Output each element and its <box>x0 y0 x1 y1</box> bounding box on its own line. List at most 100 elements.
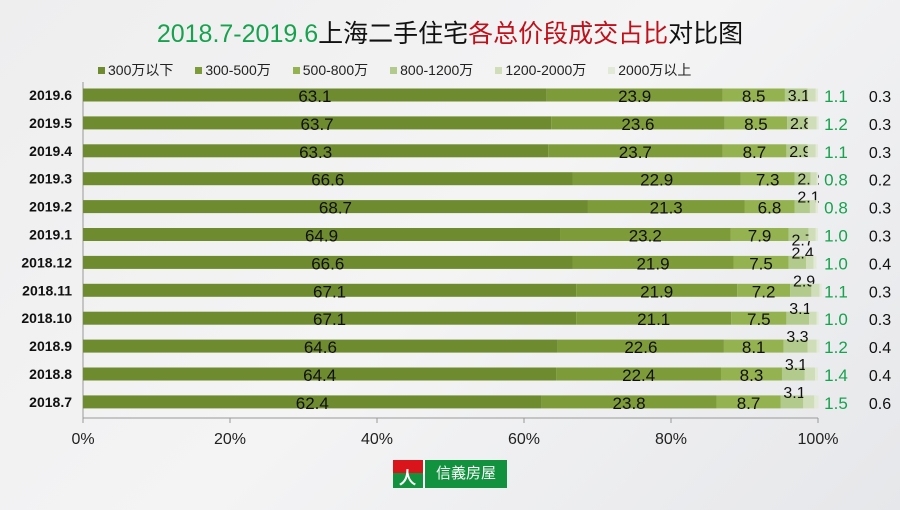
bar-segment <box>788 228 809 241</box>
data-label: 8.5 <box>742 87 766 106</box>
data-label: 8.3 <box>740 366 764 385</box>
bar-segment <box>557 339 724 353</box>
data-label: 63.1 <box>298 87 331 106</box>
logo-mark-text: 人 <box>399 469 416 488</box>
legend-swatch <box>390 66 398 74</box>
bar-segment <box>548 144 723 158</box>
y-category-label: 2019.4 <box>29 143 72 159</box>
bar-segment <box>816 116 819 130</box>
data-label: 1.5 <box>824 394 848 413</box>
data-label: 7.3 <box>756 171 780 190</box>
data-label: 7.9 <box>748 227 772 246</box>
bar-segment <box>804 367 816 381</box>
data-label: 3.3 <box>786 329 808 346</box>
bar-segment <box>723 339 784 353</box>
legend-swatch <box>292 66 300 74</box>
bar-segment <box>737 283 791 297</box>
data-label: 66.6 <box>311 171 344 190</box>
data-label: 3.1 <box>788 88 810 105</box>
data-label: 2.9 <box>789 144 811 161</box>
bar-segment <box>807 144 816 158</box>
data-label: 0.3 <box>869 201 891 218</box>
data-label: 21.3 <box>650 199 683 218</box>
data-label: 1.1 <box>824 282 848 301</box>
bar-segment <box>807 339 817 353</box>
bar-segment <box>576 283 738 297</box>
data-label: 62.4 <box>296 394 329 413</box>
data-label: 23.7 <box>619 143 652 162</box>
bar-segment <box>722 144 787 158</box>
data-label: 1.1 <box>824 87 848 106</box>
legend-label: 300万以下 <box>108 62 174 78</box>
data-label: 1.2 <box>824 115 848 134</box>
data-label: 7.2 <box>752 282 776 301</box>
data-label: 63.3 <box>299 143 332 162</box>
legend-item: 500-800万 <box>292 60 368 80</box>
bar-segment <box>781 367 805 381</box>
data-label: 8.5 <box>744 115 768 134</box>
data-label: 63.7 <box>301 115 334 134</box>
bar-segment <box>83 339 558 353</box>
bar-segment <box>720 367 782 381</box>
title-highlight: 各总价段成交占比 <box>468 20 669 48</box>
data-label: 22.4 <box>622 366 655 385</box>
data-label: 67.1 <box>313 310 346 329</box>
y-category-label: 2019.3 <box>29 171 72 187</box>
data-label: 67.1 <box>313 282 346 301</box>
legend-label: 800-1200万 <box>400 62 474 78</box>
bar-segment <box>83 395 542 409</box>
data-label: 1.1 <box>824 143 848 162</box>
bar-segment <box>730 228 789 241</box>
bar-segment <box>83 144 549 158</box>
bar-segment <box>83 367 557 381</box>
logo-text: 信義房屋 <box>425 460 507 488</box>
bar-segment <box>816 339 820 353</box>
bar-segment <box>556 367 721 381</box>
data-label: 0.4 <box>869 340 891 357</box>
legend-item: 2000万以上 <box>608 60 691 80</box>
data-label: 3.1 <box>789 301 811 318</box>
legend-item: 1200-2000万 <box>495 60 586 80</box>
data-label: 21.9 <box>636 254 669 273</box>
bar-segment <box>803 395 815 409</box>
legend-label: 300-500万 <box>205 62 271 78</box>
y-category-label: 2018.8 <box>29 366 72 382</box>
legend-swatch <box>608 66 616 74</box>
bar-segment <box>819 283 822 297</box>
data-label: 22.9 <box>640 171 673 190</box>
bar-segment <box>783 339 808 353</box>
data-label: 0.2 <box>869 173 891 190</box>
x-tick-label: 20% <box>214 431 246 448</box>
y-category-label: 2018.7 <box>29 394 72 410</box>
bar-segment <box>546 88 723 102</box>
data-label: 2.9 <box>793 273 815 290</box>
data-label: 64.9 <box>305 227 338 246</box>
bar-segment <box>816 172 818 186</box>
data-label: 7.5 <box>749 254 773 273</box>
x-tick-label: 60% <box>508 431 540 448</box>
bar-segment <box>811 283 820 297</box>
bar-segment <box>815 144 818 158</box>
bar-segment <box>83 255 573 269</box>
bar-segment <box>787 116 808 130</box>
bar-segment <box>810 172 817 186</box>
data-label: 64.6 <box>304 338 337 357</box>
data-label: 1.0 <box>824 310 848 329</box>
legend-label: 1200-2000万 <box>505 62 587 78</box>
data-label: 68.7 <box>319 199 352 218</box>
bar-segment <box>83 200 588 214</box>
sinyi-logo: 人信義房屋 <box>393 460 507 488</box>
bar-segment <box>731 311 787 325</box>
legend-swatch <box>195 66 203 74</box>
legend-swatch <box>495 66 503 74</box>
data-label: 7.5 <box>747 310 771 329</box>
bar-segment <box>83 116 552 130</box>
x-tick-label: 80% <box>655 431 687 448</box>
data-label: 1.4 <box>824 366 848 385</box>
bar-segment <box>815 367 818 381</box>
bar-segment <box>786 144 808 158</box>
title-suffix: 对比图 <box>668 20 744 48</box>
data-label: 23.8 <box>613 394 646 413</box>
y-category-label: 2019.1 <box>29 227 72 243</box>
x-tick-label: 40% <box>361 431 393 448</box>
